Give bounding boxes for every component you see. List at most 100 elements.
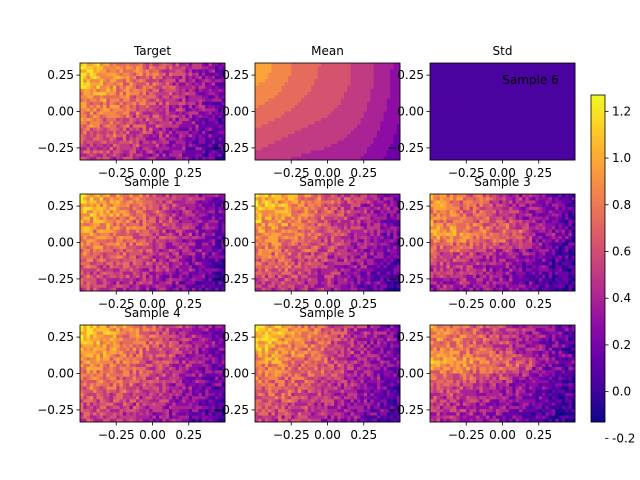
heatmap-cell: [116, 153, 120, 158]
heatmap-cell: [119, 63, 124, 67]
heatmap-cell: [106, 82, 111, 87]
heatmap-cell: [363, 105, 368, 109]
heatmap-cell: [558, 66, 563, 70]
heatmap-cell: [264, 114, 269, 119]
heatmap-cell: [168, 137, 173, 141]
heatmap-cell: [330, 111, 335, 116]
heatmap-cell: [571, 150, 576, 154]
heatmap-cell: [218, 124, 223, 129]
heatmap-cell: [192, 206, 196, 211]
heatmap-cell: [116, 156, 120, 161]
heatmap-cell: [218, 105, 223, 109]
heatmap-cell: [106, 216, 111, 221]
heatmap-cell: [175, 194, 180, 198]
heatmap-cell: [126, 137, 130, 141]
heatmap-cell: [294, 66, 299, 70]
heatmap-cell: [201, 219, 206, 224]
heatmap-cell: [172, 210, 176, 214]
heatmap-cell: [439, 117, 444, 122]
heatmap-cell: [112, 232, 117, 237]
heatmap-cell: [568, 85, 573, 90]
heatmap-cell: [208, 108, 213, 112]
heatmap-cell: [106, 114, 111, 119]
heatmap-cell: [80, 72, 84, 77]
heatmap-cell: [155, 213, 160, 218]
heatmap-cell: [126, 66, 130, 70]
heatmap-cell: [291, 98, 295, 103]
heatmap-cell: [261, 88, 266, 93]
heatmap-cell: [396, 63, 401, 67]
heatmap-cell: [83, 200, 87, 205]
heatmap-cell: [439, 111, 444, 116]
heatmap-cell: [307, 153, 312, 158]
heatmap-cell: [162, 236, 167, 240]
heatmap-cell: [439, 79, 444, 83]
heatmap-cell: [509, 66, 513, 70]
heatmap-cell: [178, 242, 183, 247]
heatmap-cell: [512, 108, 517, 112]
heatmap-cell: [116, 98, 120, 103]
heatmap-cell: [142, 63, 147, 67]
heatmap-cell: [528, 137, 533, 141]
heatmap-cell: [205, 92, 209, 96]
heatmap-cell: [472, 88, 477, 93]
heatmap-cell: [208, 88, 213, 93]
heatmap-cell: [93, 147, 97, 151]
heatmap-cell: [278, 108, 282, 112]
heatmap-cell: [188, 216, 193, 221]
heatmap-cell: [116, 111, 120, 116]
heatmap-cell: [386, 147, 391, 151]
heatmap-cell: [129, 150, 134, 154]
heatmap-cell: [353, 156, 358, 161]
heatmap-cell: [301, 156, 305, 161]
heatmap-cell: [185, 197, 190, 201]
heatmap-cell: [99, 261, 104, 266]
heatmap-cell: [449, 147, 454, 151]
x-tick-label: 0.00: [489, 166, 516, 180]
heatmap-cell: [538, 130, 543, 135]
heatmap-cell: [80, 261, 84, 266]
heatmap-cell: [430, 88, 434, 93]
heatmap-cell: [195, 229, 200, 234]
heatmap-cell: [178, 72, 183, 77]
heatmap-cell: [446, 75, 451, 80]
heatmap-cell: [502, 124, 507, 129]
heatmap-cell: [268, 69, 272, 74]
heatmap-cell: [380, 130, 384, 135]
heatmap-cell: [357, 108, 361, 112]
heatmap-cell: [330, 85, 335, 90]
heatmap-cell: [555, 69, 559, 74]
heatmap-cell: [287, 121, 292, 125]
heatmap-cell: [317, 143, 322, 148]
heatmap-cell: [106, 153, 111, 158]
heatmap-cell: [518, 63, 523, 67]
heatmap-cell: [221, 213, 226, 218]
heatmap-cell: [165, 261, 170, 266]
heatmap-cell: [185, 203, 190, 208]
heatmap-cell: [486, 130, 490, 135]
heatmap-cell: [185, 98, 190, 103]
heatmap-cell: [449, 137, 454, 141]
heatmap-cell: [185, 258, 190, 263]
heatmap-cell: [96, 150, 101, 154]
heatmap-cell: [479, 95, 484, 99]
heatmap-cell: [304, 153, 309, 158]
heatmap-cell: [571, 111, 576, 116]
heatmap-cell: [367, 79, 371, 83]
heatmap-cell: [168, 108, 173, 112]
heatmap-cell: [532, 63, 536, 67]
heatmap-cell: [175, 248, 180, 253]
heatmap-cell: [162, 261, 167, 266]
heatmap-cell: [142, 66, 147, 70]
heatmap-cell: [103, 85, 107, 90]
heatmap-cell: [119, 85, 124, 90]
heatmap-cell: [360, 121, 365, 125]
heatmap-cell: [83, 95, 87, 99]
heatmap-cell: [532, 82, 536, 87]
heatmap-cell: [155, 75, 160, 80]
heatmap-cell: [201, 134, 206, 138]
heatmap-cell: [386, 82, 391, 87]
heatmap-cell: [528, 82, 533, 87]
heatmap-cell: [311, 124, 315, 129]
heatmap-cell: [255, 88, 259, 93]
